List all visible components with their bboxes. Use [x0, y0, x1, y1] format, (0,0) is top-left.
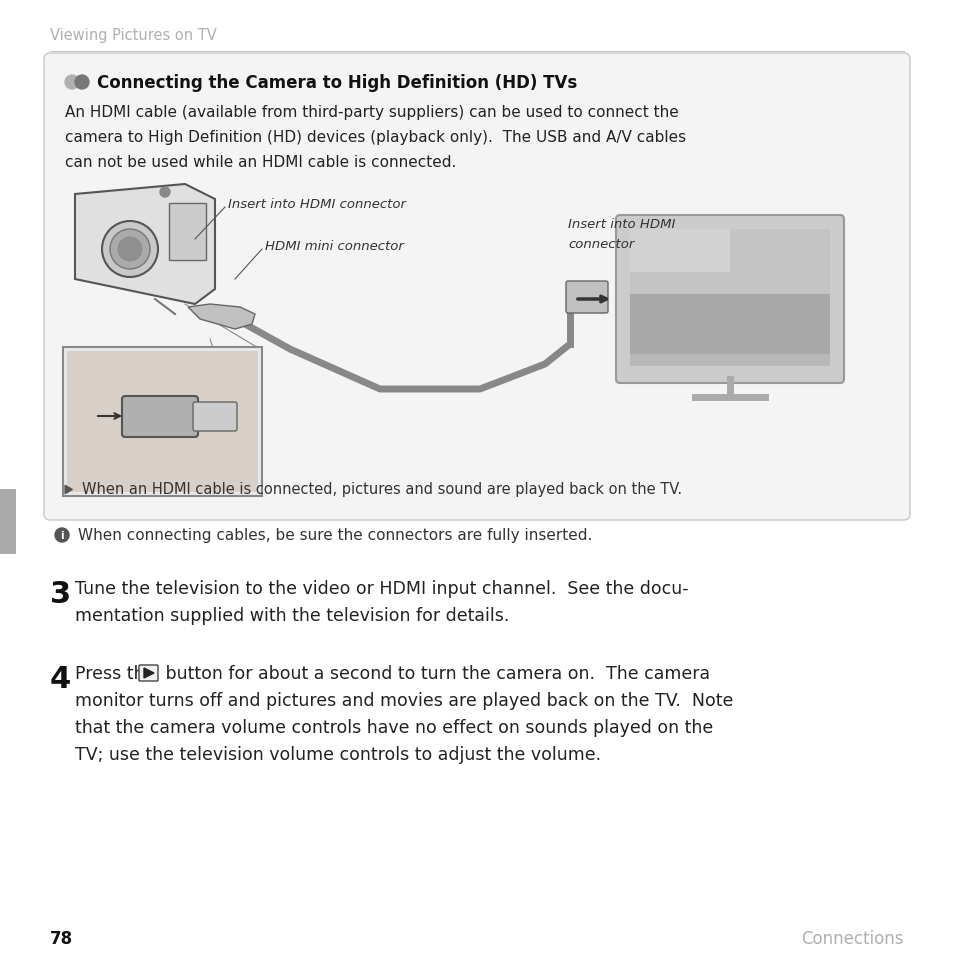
- FancyBboxPatch shape: [629, 230, 729, 273]
- Text: 4: 4: [50, 664, 71, 693]
- Circle shape: [102, 222, 158, 277]
- Polygon shape: [75, 185, 214, 305]
- Circle shape: [75, 76, 89, 90]
- Text: Press the: Press the: [75, 664, 161, 682]
- Text: that the camera volume controls have no effect on sounds played on the: that the camera volume controls have no …: [75, 719, 713, 737]
- Polygon shape: [188, 305, 254, 330]
- FancyBboxPatch shape: [67, 352, 257, 493]
- FancyBboxPatch shape: [616, 215, 843, 384]
- FancyBboxPatch shape: [139, 665, 158, 681]
- Text: mentation supplied with the television for details.: mentation supplied with the television f…: [75, 606, 509, 624]
- Text: When an HDMI cable is connected, pictures and sound are played back on the TV.: When an HDMI cable is connected, picture…: [82, 482, 681, 497]
- Circle shape: [110, 230, 150, 270]
- Text: When connecting cables, be sure the connectors are fully inserted.: When connecting cables, be sure the conn…: [78, 528, 592, 543]
- Text: HDMI mini connector: HDMI mini connector: [265, 240, 403, 253]
- Text: Connections: Connections: [801, 929, 903, 947]
- FancyBboxPatch shape: [629, 355, 829, 367]
- Circle shape: [65, 76, 79, 90]
- FancyBboxPatch shape: [63, 348, 262, 497]
- FancyBboxPatch shape: [629, 230, 829, 294]
- Text: Viewing Pictures on TV: Viewing Pictures on TV: [50, 28, 216, 43]
- FancyBboxPatch shape: [629, 230, 829, 359]
- Text: 78: 78: [50, 929, 73, 947]
- FancyBboxPatch shape: [169, 204, 206, 261]
- Text: Insert into HDMI: Insert into HDMI: [567, 218, 675, 231]
- Text: TV; use the television volume controls to adjust the volume.: TV; use the television volume controls t…: [75, 745, 600, 763]
- Text: 3: 3: [50, 579, 71, 608]
- Polygon shape: [144, 668, 153, 679]
- Text: Tune the television to the video or HDMI input channel.  See the docu-: Tune the television to the video or HDMI…: [75, 579, 688, 598]
- FancyBboxPatch shape: [0, 490, 16, 555]
- FancyBboxPatch shape: [44, 54, 909, 520]
- Text: camera to High Definition (HD) devices (playback only).  The USB and A/V cables: camera to High Definition (HD) devices (…: [65, 130, 685, 145]
- Text: i: i: [60, 531, 64, 540]
- FancyBboxPatch shape: [193, 402, 236, 432]
- Text: monitor turns off and pictures and movies are played back on the TV.  Note: monitor turns off and pictures and movie…: [75, 691, 733, 709]
- Text: Insert into HDMI connector: Insert into HDMI connector: [228, 198, 406, 211]
- Circle shape: [160, 188, 170, 198]
- Text: can not be used while an HDMI cable is connected.: can not be used while an HDMI cable is c…: [65, 154, 456, 170]
- FancyBboxPatch shape: [122, 396, 198, 437]
- Text: button for about a second to turn the camera on.  The camera: button for about a second to turn the ca…: [160, 664, 709, 682]
- Text: Connecting the Camera to High Definition (HD) TVs: Connecting the Camera to High Definition…: [97, 74, 577, 91]
- Text: connector: connector: [567, 237, 634, 251]
- Circle shape: [55, 529, 69, 542]
- FancyBboxPatch shape: [565, 282, 607, 314]
- Text: An HDMI cable (available from third-party suppliers) can be used to connect the: An HDMI cable (available from third-part…: [65, 105, 678, 120]
- Circle shape: [118, 237, 142, 262]
